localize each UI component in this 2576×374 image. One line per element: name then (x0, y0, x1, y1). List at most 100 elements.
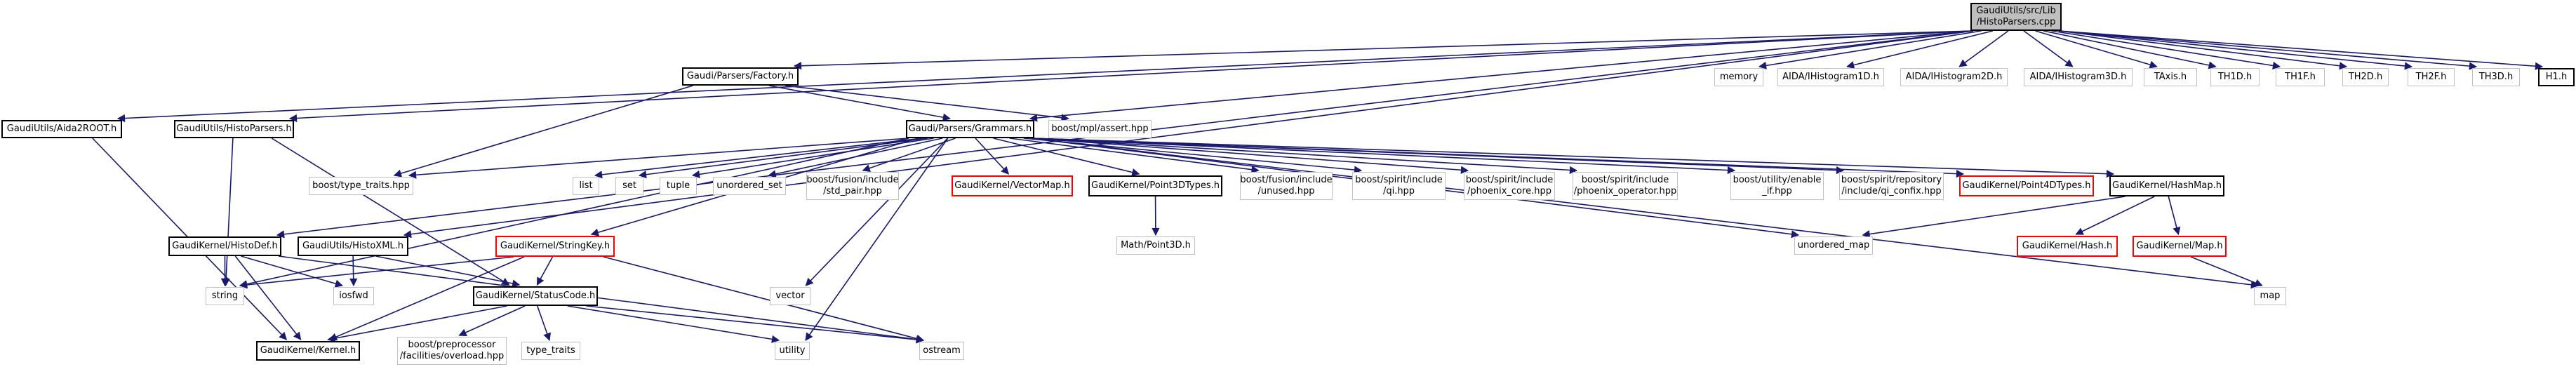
edge-root-factory (793, 30, 1974, 70)
node-label: /qi.hpp (1382, 186, 1415, 196)
node-label: type_traits (526, 345, 575, 356)
node-label: GaudiKernel/HistoDef.h (172, 240, 278, 251)
edge-statuscode-kernel (327, 305, 507, 342)
node-hash[interactable]: GaudiKernel/Hash.h (2017, 236, 2118, 257)
node-unorderedset: unordered_set (713, 177, 786, 195)
node-label: GaudiKernel/VectorMap.h (954, 180, 1070, 191)
node-list: list (573, 177, 599, 195)
node-label: AIDA/IHistogram2D.h (1905, 71, 2003, 82)
edge-stringkey-stringstd (239, 256, 514, 289)
edge-grammars-unused (1009, 138, 1260, 174)
node-typetraits: type_traits (521, 342, 580, 360)
node-label: Math/Point3D.h (1121, 239, 1191, 251)
edge-grammars-list (594, 138, 923, 179)
edge-statuscode-typetraits (536, 305, 551, 342)
node-label: TH1D.h (2217, 71, 2253, 82)
edge-grammars-tuple (691, 138, 934, 178)
node-histoxml[interactable]: GaudiUtils/HistoXML.h (298, 236, 408, 256)
node-label: list (579, 180, 593, 191)
node-utility: utility (775, 342, 810, 360)
node-label: GaudiKernel/StringKey.h (500, 240, 610, 251)
node-label: TH2D.h (2348, 71, 2383, 82)
node-taxis: TAxis.h (2144, 68, 2197, 86)
edge-grammars-point4dtypes (1031, 138, 1965, 178)
edge-root-aida2 (1958, 30, 2009, 67)
node-label: H1.h (2545, 71, 2568, 82)
edge-root-th2d (2058, 30, 2348, 70)
node-label: ostream (923, 345, 961, 356)
edge-grammars-enableif (1031, 138, 1736, 175)
edge-root-memory (1758, 30, 1982, 69)
node-histodef[interactable]: GaudiKernel/HistoDef.h (168, 236, 281, 256)
node-label: boost/fusion/include (806, 174, 899, 185)
node-point4dtypes[interactable]: GaudiKernel/Point4DTypes.h (1959, 175, 2094, 196)
edge-root-histoxml (403, 30, 1974, 239)
node-label: boost/preprocessor (408, 339, 496, 350)
node-grammars[interactable]: Gaudi/Parsers/Grammars.h (906, 120, 1034, 138)
edge-root-aida2root (116, 30, 1974, 123)
node-label: set (622, 180, 636, 191)
edge-root-aida1 (1846, 30, 1994, 69)
node-label: GaudiKernel/Map.h (2136, 240, 2223, 251)
node-label: boost/mpl/assert.hpp (1051, 123, 1149, 134)
node-label: GaudiUtils/src/Lib (1976, 5, 2056, 16)
node-label: /HistoParsers.cpp (1976, 17, 2056, 27)
node-h1[interactable]: H1.h (2538, 68, 2575, 86)
node-label: string (211, 290, 239, 301)
node-aida2root[interactable]: GaudiUtils/Aida2ROOT.h (1, 120, 122, 138)
edge-histoxml-iosfwd (349, 255, 358, 287)
node-vectormap[interactable]: GaudiKernel/VectorMap.h (952, 175, 1073, 196)
node-factory[interactable]: Gaudi/Parsers/Factory.h (682, 67, 799, 86)
node-statuscode[interactable]: GaudiKernel/StatusCode.h (473, 286, 598, 306)
node-kernel[interactable]: GaudiKernel/Kernel.h (256, 341, 360, 361)
node-label: TH2F.h (2415, 71, 2447, 82)
node-qiconfix: boost/spirit/repository/include/qi_confi… (1839, 172, 1944, 200)
node-th1f: TH1F.h (2276, 68, 2325, 86)
edge-root-histoparsersh (288, 30, 1974, 123)
node-histoparsersh[interactable]: GaudiUtils/HistoParsers.h (174, 120, 294, 138)
edge-hashmap-unorderedmap (1862, 196, 2125, 239)
node-hashmap[interactable]: GaudiKernel/HashMap.h (2109, 175, 2224, 196)
node-label: TH3D.h (2478, 71, 2514, 82)
edge-stringkey-kernel (328, 256, 525, 341)
node-stringkey[interactable]: GaudiKernel/StringKey.h (495, 236, 615, 257)
node-overload: boost/preprocessor/facilities/overload.h… (397, 337, 507, 365)
edge-histodef-kernel (234, 255, 302, 340)
node-aida3: AIDA/IHistogram3D.h (2024, 68, 2133, 86)
node-iosfwd: iosfwd (333, 287, 374, 305)
node-label: boost/fusion/include (1240, 174, 1333, 185)
node-mathpoint3d: Math/Point3D.h (1116, 236, 1195, 255)
node-th3d: TH3D.h (2472, 68, 2520, 86)
node-label: AIDA/IHistogram3D.h (2029, 71, 2127, 82)
node-gkmap[interactable]: GaudiKernel/Map.h (2133, 236, 2227, 257)
node-label: /unused.hpp (1257, 186, 1315, 196)
node-th1d: TH1D.h (2210, 68, 2260, 86)
edge-stringkey-statuscode (536, 256, 554, 286)
node-vector: vector (770, 287, 810, 305)
node-label: _if.hpp (1762, 186, 1792, 196)
node-label: /include/qi_confix.hpp (1841, 186, 1942, 196)
node-label: GaudiKernel/Point4DTypes.h (1962, 180, 2091, 191)
edge-grammars-phoenixcore (1031, 138, 1469, 174)
edge-root-th1d (2043, 30, 2217, 69)
edge-stringkey-ostream (603, 256, 925, 342)
node-label: unordered_set (716, 180, 782, 191)
node-phoenixop: boost/spirit/include/phoenix_operator.hp… (1573, 172, 1678, 200)
edge-root-taxis (2035, 30, 2158, 69)
edge-root-aida3 (2023, 30, 2074, 67)
node-label: GaudiUtils/Aida2ROOT.h (6, 123, 117, 134)
node-label: iosfwd (339, 290, 368, 301)
node-unused: boost/fusion/include/unused.hpp (1240, 172, 1333, 200)
edge-grammars-phoenixop (1031, 138, 1578, 174)
node-point3dtypes[interactable]: GaudiKernel/Point3DTypes.h (1088, 175, 1222, 196)
node-th2f: TH2F.h (2408, 68, 2455, 86)
edge-statuscode-ostream (586, 305, 925, 344)
node-set: set (615, 177, 643, 195)
edge-statuscode-overload (458, 305, 526, 336)
edge-grammars-utility (805, 138, 949, 341)
node-label: TAxis.h (2154, 71, 2187, 82)
node-aida2: AIDA/IHistogram2D.h (1900, 68, 2008, 86)
node-label: tuple (666, 180, 690, 191)
node-label: Gaudi/Parsers/Grammars.h (908, 123, 1032, 134)
edge-root-th1f (2051, 30, 2281, 69)
